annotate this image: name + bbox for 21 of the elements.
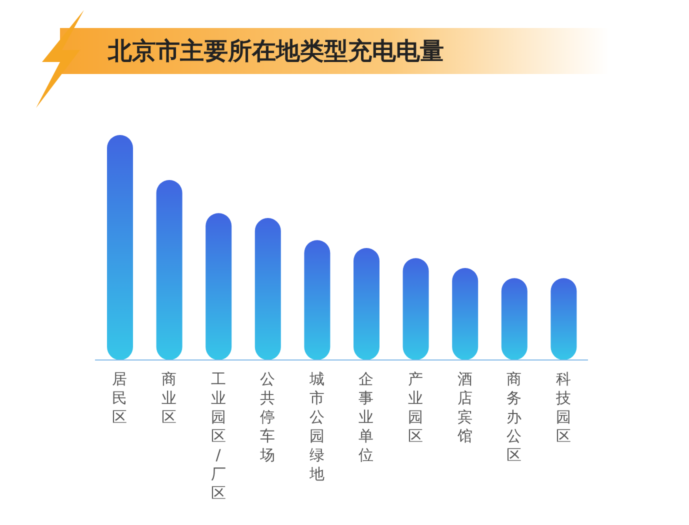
- bar: [107, 135, 133, 360]
- x-tick-label: 公共停车场: [259, 370, 276, 464]
- bar: [354, 248, 380, 360]
- bar: [550, 278, 577, 360]
- bar: [402, 258, 429, 360]
- x-tick-label: 居民区: [112, 370, 128, 426]
- x-tick-label: 科技园区: [554, 370, 571, 445]
- bar: [501, 278, 528, 360]
- x-tick-label: 商务办公区: [506, 370, 522, 464]
- x-tick-label: 城市公园绿地: [308, 370, 324, 483]
- bar: [156, 180, 182, 360]
- bar: [254, 218, 281, 360]
- x-tick-label: 商业区: [161, 370, 176, 426]
- bar: [304, 240, 330, 360]
- bar: [206, 213, 232, 360]
- chart-title: 北京市主要所在地类型充电电量: [108, 36, 444, 67]
- x-tick-label: 酒店宾馆: [456, 370, 472, 445]
- bar: [452, 268, 478, 360]
- x-tick-label: 产业园区: [408, 370, 423, 445]
- x-tick-label: 工业园区/厂区: [210, 370, 226, 502]
- x-tick-label: 企事业单位: [358, 370, 374, 464]
